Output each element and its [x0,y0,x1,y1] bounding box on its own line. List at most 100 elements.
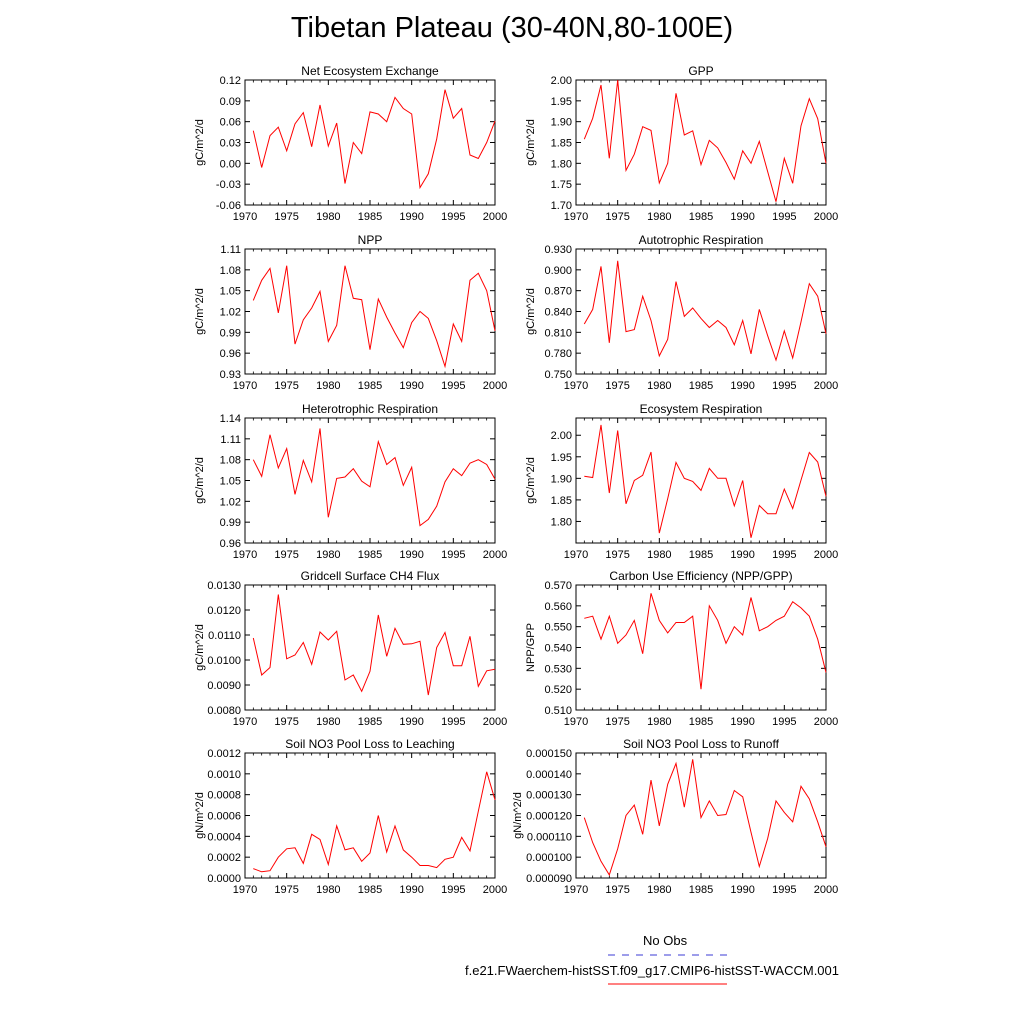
y-tick-label: 0.000130 [526,790,572,802]
x-tick-label: 1995 [441,716,465,728]
y-tick-label: 2.00 [551,75,572,87]
x-tick-label: 1990 [399,884,423,896]
y-tick-label: 0.99 [220,327,241,339]
chart-title: Ecosystem Respiration [640,402,763,416]
x-tick-label: 2000 [483,380,507,392]
x-tick-label: 2000 [483,884,507,896]
y-tick-label: 0.12 [220,75,241,87]
y-axis-label: gC/m^2/d [194,457,206,504]
y-tick-label: 1.90 [551,473,572,485]
y-tick-label: 0.0000 [207,873,241,885]
x-tick-label: 1980 [647,716,671,728]
y-axis-label: gC/m^2/d [194,288,206,335]
y-tick-label: 0.0006 [207,811,241,823]
y-tick-label: 1.75 [551,179,572,191]
y-tick-label: 0.93 [220,369,241,381]
y-tick-label: 1.95 [551,96,572,108]
y-tick-label: 1.08 [220,265,241,277]
chart-panel-4: Heterotrophic Respiration 1970 1975 1980 198… [194,402,507,561]
chart-panel-5: Ecosystem Respiration 1970 1975 1980 1985 199… [525,402,838,561]
x-tick-label: 2000 [483,549,507,561]
x-tick-label: 1995 [772,549,796,561]
y-tick-label: 1.02 [220,307,241,319]
y-tick-label: 1.02 [220,496,241,508]
chart-panel-8: Soil NO3 Pool Loss to Leaching 1970 1975 19… [194,737,507,896]
y-tick-label: 0.000140 [526,769,572,781]
plot-frame [575,248,827,375]
x-tick-label: 1970 [233,716,257,728]
x-tick-label: 2000 [483,211,507,223]
x-tick-label: 1970 [233,884,257,896]
x-tick-label: 1985 [358,884,382,896]
chart-panel-6: Gridcell Surface CH4 Flux 1970 1975 1980 198… [194,569,507,728]
y-tick-label: 0.06 [220,117,241,129]
x-tick-label: 1980 [647,884,671,896]
x-tick-label: 1995 [441,380,465,392]
y-tick-label: 0.560 [544,601,572,613]
x-tick-label: 1975 [605,549,629,561]
x-tick-label: 1980 [647,549,671,561]
x-tick-label: 1995 [441,884,465,896]
y-tick-label: 0.0008 [207,790,241,802]
x-tick-label: 1975 [274,884,298,896]
chart-title: Heterotrophic Respiration [302,402,438,416]
x-tick-label: 1970 [564,380,588,392]
series-line-0 [252,89,496,190]
x-tick-label: 1970 [564,884,588,896]
series-line-0 [252,428,496,527]
x-tick-label: 2000 [814,884,838,896]
chart-panel-9: Soil NO3 Pool Loss to Runoff 1970 1975 1980… [512,737,838,896]
y-tick-label: 1.11 [220,244,241,256]
y-tick-label: 0.0012 [207,748,241,760]
chart-title: Net Ecosystem Exchange [301,64,439,78]
y-tick-label: 0.000100 [526,852,572,864]
legend-label-model-run: f.e21.FWaerchem-histSST.f09_g17.CMIP6-hi… [465,963,839,978]
y-tick-label: 0.000110 [527,831,572,843]
x-tick-label: 1980 [316,884,340,896]
y-tick-label: 1.85 [551,138,572,150]
y-tick-label: 0.550 [544,622,572,634]
chart-panel-7: Carbon Use Efficiency (NPP/GPP) 1970 1975 1… [525,569,838,728]
x-tick-label: 1980 [316,380,340,392]
y-tick-label: 1.11 [220,434,241,446]
y-tick-label: 0.810 [544,327,572,339]
y-tick-label: -0.06 [216,200,241,212]
x-tick-label: 1990 [730,884,754,896]
chart-panel-0: Net Ecosystem Exchange 1970 1975 1980 1985 19… [194,64,507,223]
y-tick-label: 1.70 [551,200,572,212]
y-tick-label: 0.870 [544,286,572,298]
y-tick-label: 0.0110 [208,630,241,642]
y-tick-label: 0.520 [544,684,572,696]
x-tick-label: 1975 [605,211,629,223]
y-axis-label: gC/m^2/d [194,119,206,166]
plot-frame [244,752,496,879]
x-tick-label: 2000 [814,380,838,392]
x-tick-label: 1975 [605,884,629,896]
y-tick-label: 0.750 [544,369,572,381]
x-tick-label: 1995 [772,211,796,223]
series-line-0 [583,79,827,202]
chart-title: Autotrophic Respiration [639,233,764,247]
x-tick-label: 1990 [730,211,754,223]
series-line-0 [252,265,496,369]
plot-frame [575,417,827,544]
series-line-0 [584,593,827,690]
x-tick-label: 2000 [483,716,507,728]
x-tick-label: 1975 [274,380,298,392]
y-axis-label: gN/m^2/d [194,792,206,839]
y-tick-label: 0.0010 [207,769,241,781]
chart-title: GPP [688,64,713,78]
y-axis-label: NPP/GPP [525,623,537,672]
legend-label-no-obs: No Obs [643,933,688,948]
y-tick-label: 0.00 [220,158,241,170]
series-line-0 [253,771,496,873]
chart-title: NPP [358,233,383,247]
y-tick-label: 0.03 [220,138,241,150]
x-tick-label: 1985 [689,716,713,728]
plot-frame [244,417,496,544]
x-tick-label: 1985 [689,549,713,561]
y-axis-label: gC/m^2/d [194,624,206,671]
y-axis-label: gC/m^2/d [525,457,537,504]
y-tick-label: 1.08 [220,455,241,467]
